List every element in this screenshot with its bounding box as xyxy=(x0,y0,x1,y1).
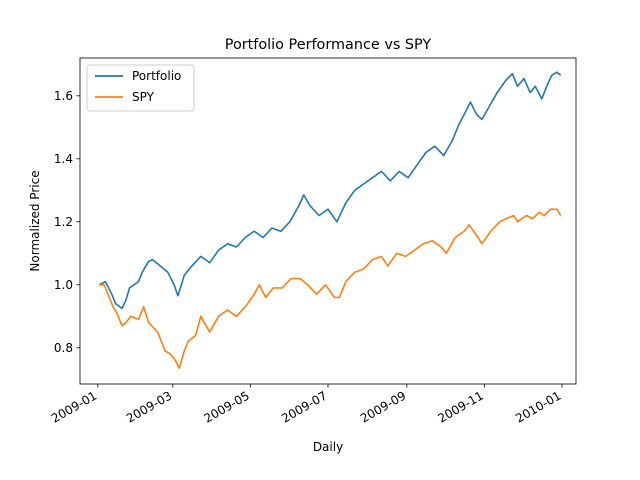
series-line-spy xyxy=(99,208,562,370)
legend: Portfolio SPY xyxy=(86,64,195,112)
series-layer xyxy=(98,71,562,370)
y-axis-label: Normalized Price xyxy=(28,170,42,271)
series-line-portfolio xyxy=(98,71,562,310)
chart-title: Portfolio Performance vs SPY xyxy=(225,37,432,53)
y-axis: 0.8 1.0 1.2 1.4 1.6 xyxy=(54,89,80,355)
x-axis-label: Daily xyxy=(313,440,343,454)
y-tick-label: 0.8 xyxy=(54,341,73,355)
legend-label-portfolio: Portfolio xyxy=(132,69,181,83)
y-tick-label: 1.4 xyxy=(54,152,73,166)
legend-label-spy: SPY xyxy=(132,90,155,104)
y-tick-label: 1.0 xyxy=(54,278,73,292)
y-tick-label: 1.6 xyxy=(54,89,73,103)
y-tick-label: 1.2 xyxy=(54,215,73,229)
